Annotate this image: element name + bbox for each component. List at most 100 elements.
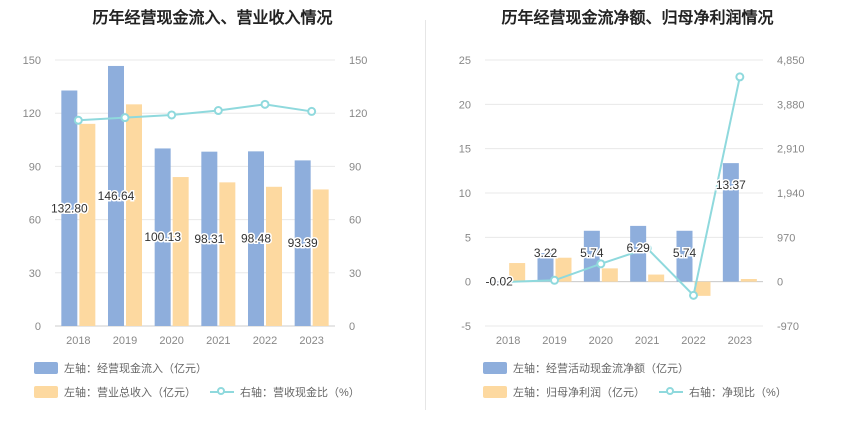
x-tick-label: 2019 (113, 335, 137, 347)
bar-net-cashflow (537, 253, 554, 282)
legend-swatch-net-cashflow (483, 362, 507, 374)
bar-data-label: -0.02 (485, 275, 513, 289)
bar-data-label: 3.22 (534, 246, 558, 260)
bar-revenue (266, 186, 282, 326)
legend-swatch-cash-inflow (34, 362, 58, 374)
y-left-tick-label: 60 (29, 215, 41, 227)
legend-label: 右轴：净现比（%） (689, 387, 787, 399)
y-left-tick-label: 30 (29, 268, 41, 280)
y-left-tick-label: 120 (23, 108, 41, 120)
y-right-tick-label: -970 (777, 321, 799, 333)
bar-revenue (79, 123, 96, 326)
ratio-point (735, 72, 745, 82)
chart-title: 历年经营现金流净额、归母净利润情况 (501, 10, 774, 27)
y-left-tick-label: 20 (459, 99, 471, 111)
y-left-tick-label: 90 (29, 161, 41, 173)
y-left-tick-label: 0 (465, 277, 471, 289)
legend-label: 左轴：经营现金流入（亿元） (64, 363, 207, 375)
legend-item-net-profit[interactable]: 左轴：归母净利润（亿元） (483, 384, 645, 400)
bar-data-label: 98.31 (194, 232, 224, 246)
bar-data-label: 13.37 (716, 178, 746, 192)
y-left-tick-label: 25 (459, 55, 471, 67)
bar-net-profit (694, 281, 711, 296)
ratio-point (73, 115, 83, 125)
x-tick-label: 2018 (496, 335, 520, 347)
x-tick-label: 2020 (159, 335, 183, 347)
bar-data-label: 6.29 (626, 241, 650, 255)
ratio-point (596, 259, 606, 269)
ratio-line (78, 103, 312, 122)
bar-net-profit (601, 268, 618, 282)
legend-label: 左轴：经营活动现金流净额（亿元） (513, 363, 689, 375)
bar-data-label: 5.74 (673, 246, 697, 260)
y-right-tick-label: 150 (349, 55, 367, 67)
legend-item-cash-inflow[interactable]: 左轴：经营现金流入（亿元） (34, 360, 207, 376)
bar-revenue (126, 104, 142, 326)
bar-data-label: 100.13 (144, 230, 181, 244)
y-right-tick-label: 4,850 (777, 55, 805, 67)
bar-data-label: 146.64 (98, 189, 135, 203)
bar-cash-inflow (294, 160, 311, 326)
ratio-point (167, 110, 177, 120)
y-right-tick-label: 60 (349, 215, 361, 227)
x-tick-label: 2020 (589, 335, 613, 347)
x-tick-label: 2019 (542, 335, 566, 347)
legend-item-cash-ratio[interactable]: 右轴：净现比（%） (659, 384, 787, 400)
legend-item-net-cashflow[interactable]: 左轴：经营活动现金流净额（亿元） (483, 360, 689, 376)
bar-revenue (172, 177, 189, 326)
legend-row-2: 左轴：归母净利润（亿元） 右轴：净现比（%） (483, 383, 801, 401)
ratio-point (307, 106, 317, 116)
legend-label: 左轴：营业总收入（亿元） (64, 387, 196, 399)
bar-cash-inflow (108, 65, 124, 326)
x-tick-label: 2022 (681, 335, 705, 347)
ratio-point (642, 243, 652, 253)
ratio-line (508, 76, 741, 298)
bar-revenue (219, 182, 236, 326)
bar-net-cashflow (491, 281, 508, 283)
legend-item-ratio[interactable]: 右轴：营收现金比（%） (210, 384, 360, 400)
y-right-tick-label: 30 (349, 268, 361, 280)
legend-row-1: 左轴：经营活动现金流净额（亿元） (483, 359, 703, 377)
bar-data-label: 132.80 (51, 201, 88, 215)
bar-cash-inflow (154, 148, 171, 326)
bar-cash-inflow (248, 151, 264, 326)
bar-net-profit (648, 274, 665, 282)
y-right-tick-label: 0 (349, 321, 355, 333)
chart-panel-netcash-profit: 历年经营现金流净额、归母净利润情况 -5 -970 0 0 5 970 10 1,940 15 2… (425, 0, 850, 437)
legend-swatch-revenue (34, 386, 58, 398)
legend-row-1: 左轴：经营现金流入（亿元） (34, 359, 221, 377)
bar-net-profit (509, 263, 526, 282)
y-left-tick-label: 15 (459, 144, 471, 156)
bar-cash-inflow (201, 151, 218, 326)
y-left-tick-label: 5 (465, 232, 471, 244)
chart-svg-cashflow-revenue: 0 0 30 30 60 60 90 90 120 120 150 150 2018 2019 2020 20… (23, 55, 368, 347)
legend-swatch-net-profit (483, 386, 507, 398)
x-tick-label: 2023 (728, 335, 752, 347)
panel-divider (425, 20, 426, 410)
legend-swatch-cash-ratio (659, 386, 683, 398)
bar-data-label: 5.74 (580, 246, 604, 260)
bar-net-cashflow (630, 225, 647, 282)
y-left-tick-label: 10 (459, 188, 471, 200)
ratio-point (503, 277, 513, 287)
y-right-tick-label: 1,940 (777, 188, 805, 200)
y-left-tick-label: -5 (461, 321, 471, 333)
chart-svg-netcash-profit: -5 -970 0 0 5 970 10 1,940 15 2,910 20 3,880 25 4,850… (459, 55, 805, 347)
ratio-point (260, 99, 270, 109)
legend-item-revenue[interactable]: 左轴：营业总收入（亿元） (34, 384, 196, 400)
bar-net-profit (740, 279, 757, 282)
y-left-tick-label: 0 (35, 321, 41, 333)
ratio-point (120, 113, 130, 123)
bar-net-cashflow (722, 163, 739, 282)
bar-net-cashflow (676, 230, 693, 282)
ratio-point (213, 106, 223, 116)
x-tick-label: 2021 (206, 335, 230, 347)
y-right-tick-label: 2,910 (777, 144, 805, 156)
legend-row-2: 左轴：营业总收入（亿元） 右轴：营收现金比（%） (34, 383, 374, 401)
x-tick-label: 2022 (253, 335, 277, 347)
bar-cash-inflow (61, 90, 78, 326)
bar-data-label: 98.48 (241, 232, 271, 246)
legend-label: 右轴：营收现金比（%） (240, 387, 360, 399)
legend-swatch-ratio (210, 386, 234, 398)
ratio-point (550, 275, 559, 285)
